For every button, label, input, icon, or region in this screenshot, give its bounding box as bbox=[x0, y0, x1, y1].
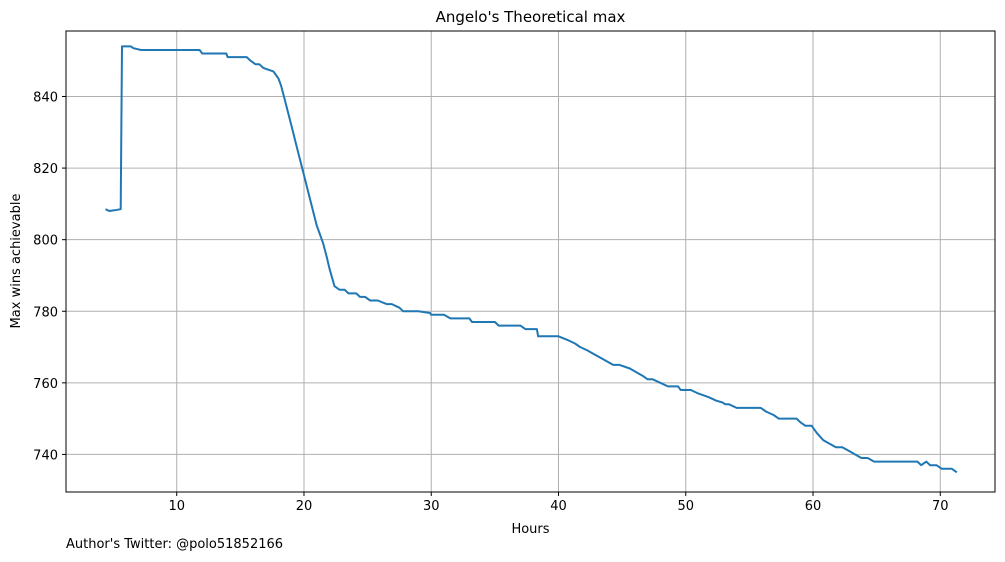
x-tick-label: 10 bbox=[168, 499, 185, 514]
y-tick-label: 820 bbox=[33, 162, 58, 177]
y-axis-title: Max wins achievable bbox=[9, 194, 24, 329]
axis-ticks: 10 20 30 40 50 60 70 740 760 780 800 820 840 bbox=[33, 90, 948, 514]
y-tick-label: 760 bbox=[33, 377, 58, 392]
chart-title: Angelo's Theoretical max bbox=[436, 8, 626, 26]
author-credit: Author's Twitter: @polo51852166 bbox=[66, 537, 284, 552]
x-tick-label: 20 bbox=[296, 499, 313, 514]
x-tick-label: 40 bbox=[550, 499, 567, 514]
x-tick-label: 60 bbox=[805, 499, 822, 514]
line-chart: 10 20 30 40 50 60 70 740 760 780 800 820 840 Angelo'… bbox=[9, 8, 996, 537]
y-tick-label: 800 bbox=[33, 234, 58, 249]
x-tick-label: 50 bbox=[677, 499, 694, 514]
plot-frame bbox=[65, 30, 996, 493]
series-line-group bbox=[105, 45, 958, 474]
grid-lines bbox=[66, 31, 995, 492]
y-tick-label: 780 bbox=[33, 305, 58, 320]
y-tick-label: 840 bbox=[33, 90, 58, 105]
x-tick-label: 70 bbox=[932, 499, 949, 514]
x-tick-label: 30 bbox=[423, 499, 440, 514]
y-tick-label: 740 bbox=[33, 448, 58, 463]
series-line bbox=[105, 45, 958, 474]
x-axis-title: Hours bbox=[511, 522, 549, 537]
